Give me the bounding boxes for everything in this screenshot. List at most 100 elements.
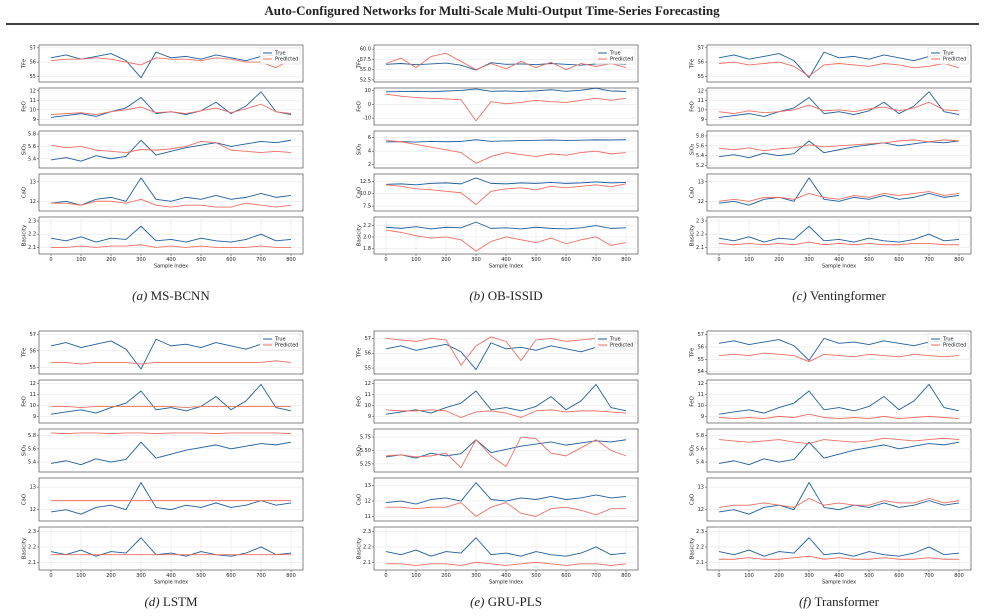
x-tick-label: 0 — [49, 573, 52, 579]
x-tick-label: 700 — [924, 573, 934, 579]
series-line — [718, 441, 960, 466]
series-line — [718, 140, 960, 159]
series-line — [718, 241, 959, 246]
caption-name: MS-BCNN — [151, 288, 211, 303]
y-tick-label: 10 — [365, 403, 371, 409]
y-tick-label: 5.4 — [696, 460, 704, 466]
y-tick-label: 55.0 — [360, 67, 371, 73]
legend-label: True — [274, 51, 286, 57]
y-tick-label: 13 — [30, 485, 36, 491]
series-line — [50, 51, 292, 79]
y-axis-label: Basicity — [22, 537, 28, 559]
y-axis-label: CaO — [22, 186, 28, 198]
y-tick-label: 5.4 — [28, 460, 36, 466]
y-tick-label: 13 — [698, 485, 704, 491]
x-tick-label: 500 — [864, 257, 874, 263]
y-tick-label: 9 — [368, 414, 371, 420]
x-tick-label: 200 — [441, 573, 451, 579]
panel: (b) OB-ISSID 52.5 55.0 57.5 60.0 TFe TruePredi… — [357, 44, 639, 303]
y-tick-label: 2.3 — [28, 529, 36, 535]
series-line — [50, 383, 292, 415]
y-tick-label: 5.2 — [696, 163, 704, 169]
series-line — [50, 537, 292, 557]
y-tick-label: 56 — [698, 344, 704, 350]
x-tick-label: 500 — [531, 573, 541, 579]
x-tick-label: 300 — [471, 573, 481, 579]
subplot: 2.1 2.2 2.3 0 100 200 300 400 500 600 700 800 Sample… — [690, 526, 972, 586]
legend-label: Predicted — [943, 343, 966, 349]
legend-label: Predicted — [943, 57, 966, 63]
y-axis-label: Basicity — [357, 224, 363, 246]
y-tick-label: 5.8 — [28, 132, 36, 138]
y-axis-label: CaO — [690, 186, 696, 198]
y-tick-label: 2.3 — [28, 218, 36, 224]
caption-label: (e) — [470, 594, 484, 609]
x-tick-label: 800 — [954, 573, 964, 579]
x-tick-label: 200 — [774, 257, 784, 263]
y-tick-label: 4 — [368, 149, 371, 155]
y-tick-label: 5.6 — [28, 446, 36, 452]
series-line — [718, 101, 960, 115]
y-tick-label: 56 — [30, 348, 36, 354]
subplot: 9 10 11 12 FeO — [22, 379, 304, 424]
legend-label: Predicted — [610, 57, 633, 63]
series-line — [51, 244, 291, 248]
y-tick-label: 9 — [33, 414, 36, 420]
caption-name: OB-ISSID — [488, 288, 543, 303]
y-tick-label: 55 — [698, 357, 704, 363]
y-tick-label: 10 — [30, 107, 36, 113]
y-axis-label: FeO — [690, 396, 696, 407]
series-line — [51, 198, 292, 208]
subplot: 9 10 11 12 FeO — [22, 87, 304, 126]
caption-name: Ventingformer — [810, 288, 886, 303]
series-line — [50, 57, 292, 69]
y-tick-label: 57 — [698, 332, 704, 338]
y-tick-label: 56 — [698, 60, 704, 66]
x-tick-label: 800 — [954, 257, 964, 263]
panel-caption: (e) GRU-PLS — [470, 594, 542, 609]
caption-name: Transformer — [815, 594, 880, 609]
x-axis-label: Sample Index — [489, 580, 523, 586]
y-tick-label: 1.8 — [363, 246, 371, 252]
x-axis-label: Sample Index — [154, 580, 188, 586]
y-axis-label: Basicity — [22, 224, 28, 246]
y-tick-label: 2.2 — [696, 544, 704, 550]
plot-frame — [706, 330, 972, 375]
series-line — [718, 413, 960, 420]
y-tick-label: 12 — [30, 507, 36, 513]
y-tick-label: -10 — [363, 116, 371, 122]
plot-frame — [373, 44, 639, 83]
legend-box — [927, 333, 969, 351]
y-tick-label: 5.25 — [360, 461, 371, 467]
series-line — [385, 177, 627, 186]
y-tick-label: 12 — [698, 88, 704, 94]
y-axis-label: FeO — [22, 396, 28, 407]
legend-label: Predicted — [275, 57, 298, 63]
subplot: 9 10 11 12 FeO — [690, 379, 972, 424]
x-tick-label: 500 — [196, 257, 206, 263]
y-tick-label: 5.6 — [28, 144, 36, 150]
x-tick-label: 100 — [411, 573, 421, 579]
y-tick-label: 11 — [365, 514, 371, 520]
plot-frame — [38, 44, 304, 83]
x-tick-label: 0 — [717, 257, 720, 263]
x-tick-label: 400 — [501, 257, 511, 263]
x-tick-label: 300 — [471, 257, 481, 263]
x-tick-label: 500 — [864, 573, 874, 579]
panel-caption: (f) Transformer — [799, 594, 880, 609]
y-tick-label: 13 — [365, 483, 371, 489]
y-tick-label: 12 — [30, 88, 36, 94]
plot-frame — [38, 130, 304, 169]
y-tick-label: 2.1 — [28, 245, 36, 251]
series-line — [386, 561, 627, 566]
y-tick-label: 12 — [30, 381, 36, 387]
subplot: 2 4 6 SiO₂ — [357, 130, 639, 169]
y-axis-label: SiO₂ — [690, 144, 696, 156]
series-line — [385, 336, 627, 366]
y-tick-label: 2.3 — [363, 529, 371, 535]
